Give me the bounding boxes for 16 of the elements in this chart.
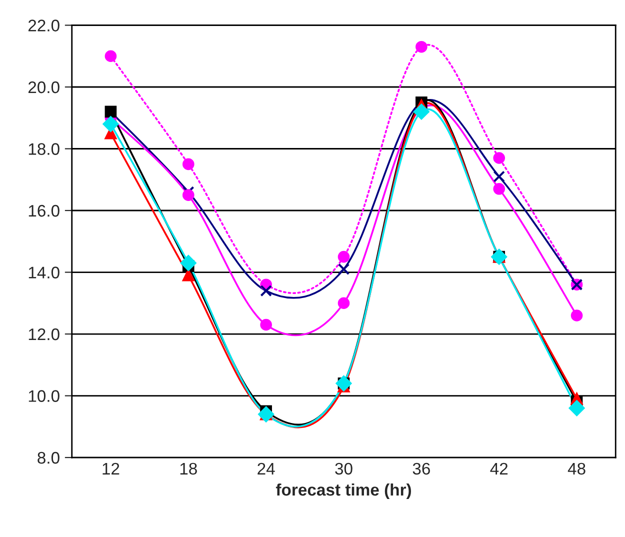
- y-tick-label: 14.0: [28, 266, 60, 278]
- x-tick-label: 18: [180, 462, 197, 475]
- x-tick-label: 12: [102, 462, 120, 474]
- y-tick-label: 10.0: [28, 390, 60, 402]
- x-tick-label: 30: [335, 462, 352, 475]
- y-tick-label: 18.0: [28, 143, 60, 155]
- y-tick-label: 12.0: [28, 328, 60, 340]
- x-axis-title: forecast time (hr): [276, 483, 411, 500]
- y-tick-label: 8.0: [38, 452, 60, 464]
- x-tick-label: 42: [490, 462, 508, 474]
- x-tick-label: 24: [258, 462, 275, 474]
- x-tick-label: 36: [412, 462, 430, 475]
- x-tick-label: 48: [568, 462, 586, 475]
- y-tick-label: 20.0: [28, 81, 60, 94]
- y-tick-label: 16.0: [28, 204, 60, 217]
- y-tick-label: 22.0: [28, 20, 60, 32]
